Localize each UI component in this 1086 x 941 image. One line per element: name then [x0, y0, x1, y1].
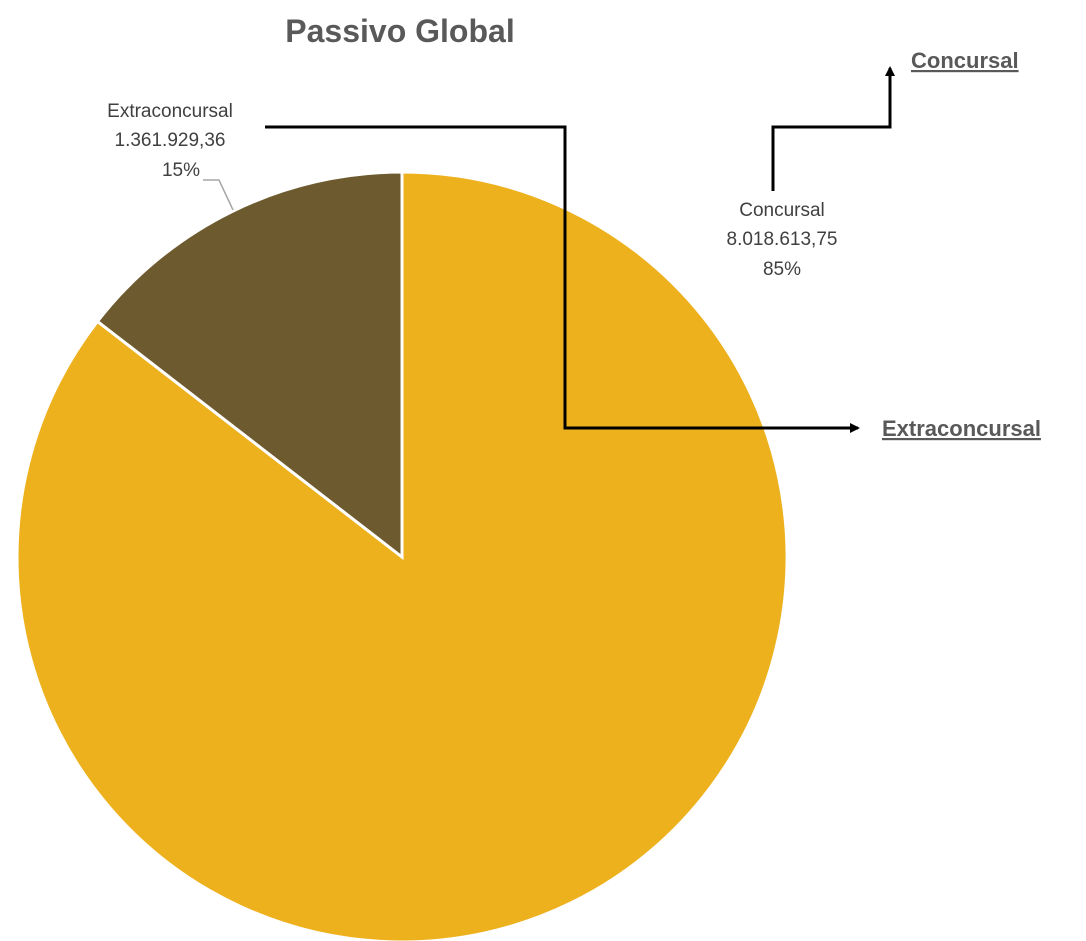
callout-arrow-concursal	[771, 66, 895, 191]
pie-slices	[15, 170, 789, 941]
leader-line-extraconcursal	[203, 179, 234, 211]
data-label-concursal: Concursal 8.018.613,75 85%	[727, 200, 838, 280]
data-label-percent: 15%	[162, 160, 200, 181]
annotation-concursal: Concursal	[911, 48, 1019, 73]
data-label-value: 8.018.613,75	[727, 229, 838, 250]
data-label-percent: 85%	[763, 259, 801, 280]
annotation-extraconcursal: Extraconcursal	[882, 416, 1041, 441]
pie-slice-extraconcursal	[95, 170, 404, 561]
callout-arrow-extraconcursal	[265, 125, 860, 433]
chart-title: Passivo Global	[285, 13, 514, 49]
data-label-extraconcursal: Extraconcursal 1.361.929,36 15%	[107, 101, 233, 181]
data-label-name: Concursal	[739, 200, 825, 221]
data-label-value: 1.361.929,36	[115, 130, 226, 151]
data-label-name: Extraconcursal	[107, 101, 233, 122]
